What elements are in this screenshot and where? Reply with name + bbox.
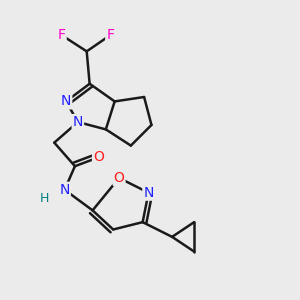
Text: F: F xyxy=(106,28,114,42)
Text: H: H xyxy=(39,192,49,205)
Text: F: F xyxy=(58,28,66,42)
Text: N: N xyxy=(73,115,83,129)
Text: O: O xyxy=(114,171,124,185)
Text: N: N xyxy=(143,186,154,200)
Text: N: N xyxy=(61,94,71,108)
Text: N: N xyxy=(59,183,70,197)
Text: O: O xyxy=(93,150,104,164)
